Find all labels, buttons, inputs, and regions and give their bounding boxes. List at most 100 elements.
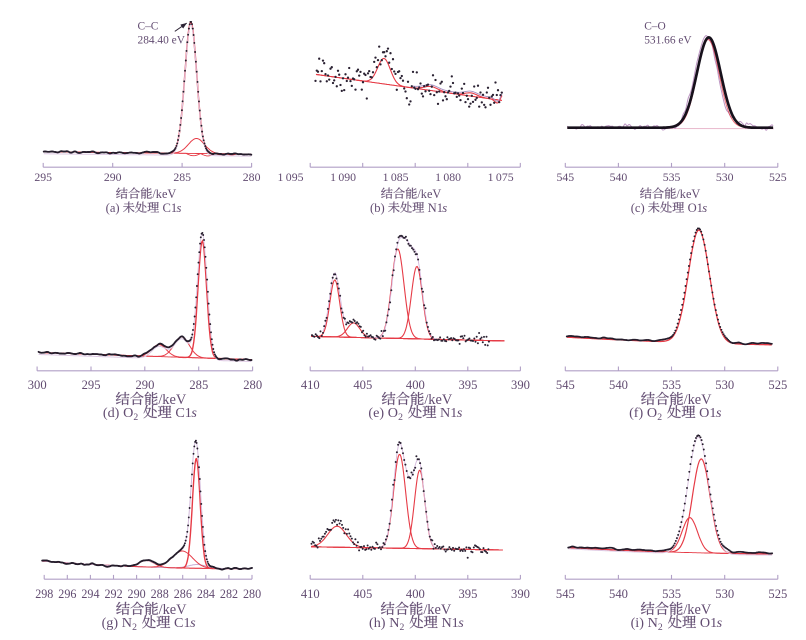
svg-text:540: 540	[610, 170, 628, 184]
svg-text:C1: C1	[175, 405, 192, 421]
svg-text:(h): (h)	[369, 615, 386, 631]
svg-text:(e): (e)	[368, 405, 384, 421]
svg-text:295: 295	[82, 378, 101, 392]
svg-text:/keV: /keV	[152, 187, 176, 201]
svg-text:/keV: /keV	[683, 602, 712, 618]
svg-text:535: 535	[662, 587, 681, 601]
svg-text:s: s	[702, 201, 707, 215]
svg-text:s: s	[458, 615, 464, 631]
svg-text:O1: O1	[700, 615, 717, 631]
svg-text:545: 545	[556, 587, 575, 601]
svg-text:282: 282	[220, 587, 238, 601]
svg-text:C–C: C–C	[138, 20, 159, 32]
svg-text:1 075: 1 075	[488, 170, 514, 184]
svg-text:s: s	[717, 615, 723, 631]
svg-text:531.66 eV: 531.66 eV	[644, 34, 692, 46]
svg-text:(a): (a)	[106, 201, 120, 215]
svg-text:525: 525	[769, 170, 787, 184]
svg-text:298: 298	[35, 587, 53, 601]
svg-text:/keV: /keV	[159, 602, 188, 618]
svg-text:400: 400	[406, 378, 425, 392]
svg-text:/keV: /keV	[684, 392, 713, 408]
svg-text:C–O: C–O	[644, 20, 666, 32]
svg-text:284: 284	[197, 587, 215, 601]
svg-text:O: O	[123, 405, 133, 421]
svg-text:292: 292	[104, 587, 122, 601]
svg-text:(d): (d)	[103, 405, 120, 421]
svg-text:/keV: /keV	[417, 187, 441, 201]
svg-text:O: O	[647, 405, 657, 421]
svg-text:(g): (g)	[102, 615, 119, 631]
svg-text:N1: N1	[428, 201, 443, 215]
svg-text:535: 535	[663, 170, 681, 184]
svg-text:540: 540	[609, 587, 628, 601]
svg-text:N1: N1	[441, 615, 458, 631]
svg-text:s: s	[190, 615, 196, 631]
svg-text:(i): (i)	[631, 615, 645, 631]
svg-text:/keV: /keV	[423, 602, 452, 618]
svg-text:285: 285	[173, 170, 191, 184]
svg-text:280: 280	[243, 587, 261, 601]
svg-text:N: N	[648, 615, 658, 631]
svg-text:285: 285	[189, 378, 208, 392]
svg-text:s: s	[177, 201, 182, 215]
svg-text:390: 390	[511, 587, 530, 601]
svg-text:405: 405	[353, 378, 372, 392]
svg-text:N: N	[122, 615, 132, 631]
svg-text:1 085: 1 085	[383, 170, 409, 184]
svg-text:395: 395	[458, 378, 477, 392]
svg-text:1 080: 1 080	[435, 170, 461, 184]
svg-text:/keV: /keV	[676, 187, 700, 201]
svg-text:1 095: 1 095	[278, 170, 304, 184]
svg-text:284.40 eV: 284.40 eV	[138, 35, 186, 47]
svg-text:390: 390	[511, 378, 530, 392]
svg-text:s: s	[457, 405, 463, 421]
svg-text:535: 535	[662, 378, 681, 392]
svg-text:N1: N1	[440, 405, 457, 421]
svg-text:405: 405	[353, 587, 372, 601]
svg-text:s: s	[191, 405, 197, 421]
svg-text:/keV: /keV	[424, 392, 453, 408]
svg-text:(b): (b)	[370, 201, 385, 215]
svg-text:O1: O1	[688, 201, 703, 215]
svg-text:N: N	[389, 615, 399, 631]
svg-text:s: s	[442, 201, 447, 215]
svg-text:/keV: /keV	[158, 392, 187, 408]
svg-text:2: 2	[399, 622, 404, 633]
svg-text:2: 2	[133, 412, 138, 423]
svg-text:530: 530	[715, 378, 734, 392]
svg-text:530: 530	[715, 587, 734, 601]
svg-text:290: 290	[128, 587, 146, 601]
svg-text:O: O	[388, 405, 398, 421]
svg-text:410: 410	[301, 587, 320, 601]
svg-text:545: 545	[556, 378, 575, 392]
svg-text:280: 280	[243, 378, 262, 392]
svg-text:525: 525	[768, 378, 787, 392]
svg-text:(f): (f)	[629, 405, 643, 421]
svg-text:C1: C1	[163, 201, 178, 215]
svg-text:395: 395	[458, 587, 477, 601]
svg-text:300: 300	[28, 378, 47, 392]
svg-text:295: 295	[34, 170, 52, 184]
svg-text:(c): (c)	[631, 201, 645, 215]
svg-text:s: s	[716, 405, 722, 421]
svg-text:290: 290	[135, 378, 154, 392]
svg-text:286: 286	[174, 587, 192, 601]
svg-text:294: 294	[81, 587, 99, 601]
svg-text:400: 400	[406, 587, 425, 601]
svg-text:2: 2	[132, 622, 137, 633]
svg-text:296: 296	[58, 587, 76, 601]
svg-text:525: 525	[768, 587, 787, 601]
svg-text:288: 288	[151, 587, 169, 601]
svg-text:530: 530	[716, 170, 734, 184]
svg-text:O1: O1	[699, 405, 716, 421]
svg-text:410: 410	[301, 378, 320, 392]
svg-text:1 090: 1 090	[330, 170, 356, 184]
svg-text:2: 2	[658, 622, 663, 633]
svg-text:545: 545	[556, 170, 574, 184]
svg-text:540: 540	[609, 378, 628, 392]
svg-text:280: 280	[243, 170, 261, 184]
svg-text:290: 290	[104, 170, 122, 184]
svg-text:2: 2	[398, 412, 403, 423]
svg-text:C1: C1	[174, 615, 191, 631]
